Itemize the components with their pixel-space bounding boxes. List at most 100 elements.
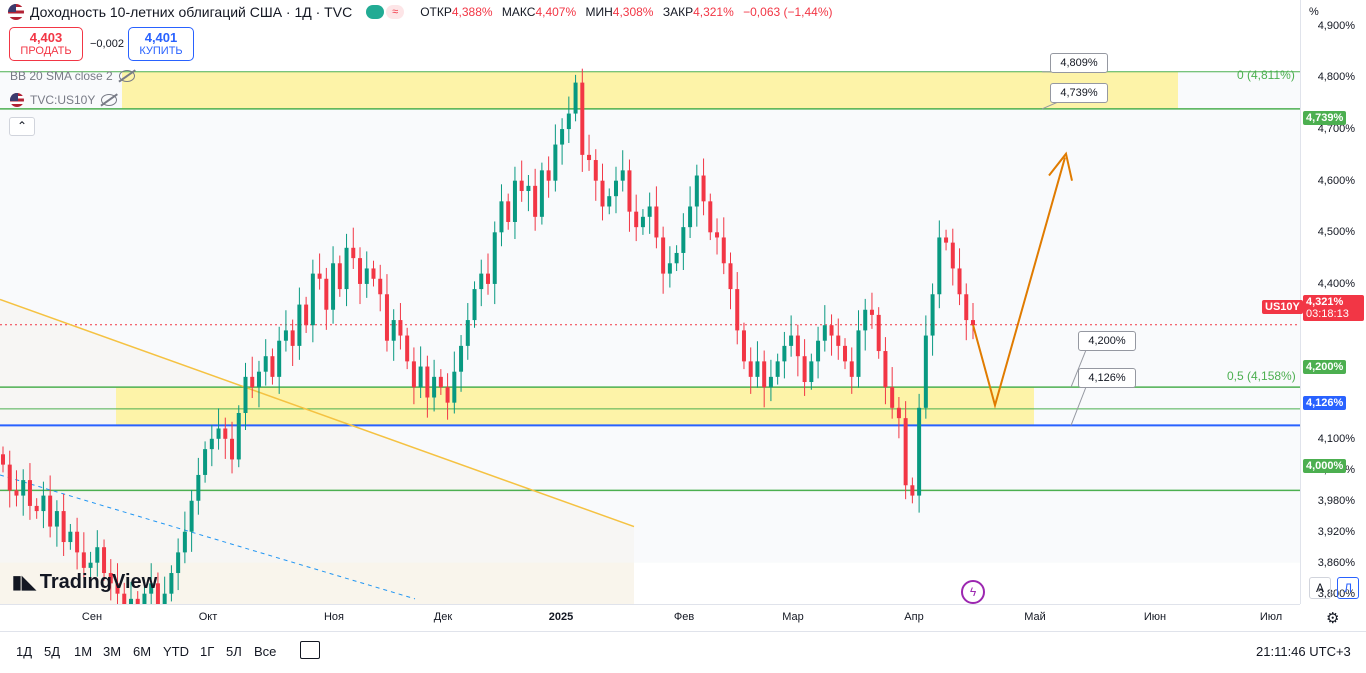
range-button-5[interactable]: YTD — [163, 644, 189, 659]
candle-body — [331, 263, 335, 309]
range-button-3[interactable]: 3М — [103, 644, 121, 659]
candle-body — [466, 320, 470, 346]
candle-body — [958, 268, 962, 294]
date-range-icon[interactable] — [300, 641, 320, 659]
candle-body — [668, 263, 672, 273]
fib-level-05-label: 0,5 (4,158%) — [1227, 369, 1296, 383]
ohlc-open-key: ОТКР — [420, 5, 452, 19]
price-tick-label: 3,860% — [1318, 557, 1355, 569]
candle-body — [89, 563, 93, 568]
auto-scale-button[interactable]: A — [1309, 577, 1331, 599]
price-callout[interactable]: 4,126% — [1078, 368, 1136, 388]
price-callout[interactable]: 4,739% — [1050, 83, 1108, 103]
candle-body — [836, 336, 840, 346]
bb-indicator-row[interactable]: BB 20 SMA close 2 — [10, 69, 135, 83]
candle-body — [398, 320, 402, 335]
candle-body — [378, 279, 382, 294]
candle-body — [203, 449, 207, 475]
candle-body — [890, 387, 894, 408]
range-button-4[interactable]: 6М — [133, 644, 151, 659]
candle-body — [695, 176, 699, 207]
buy-button[interactable]: 4,401 КУПИТЬ — [128, 27, 194, 61]
candle-body — [169, 573, 173, 594]
range-button-0[interactable]: 1Д — [16, 644, 32, 659]
candle-body — [432, 377, 436, 398]
candle-body — [392, 320, 396, 341]
candle-body — [688, 206, 692, 227]
candle-body — [8, 465, 12, 491]
eye-hidden-icon[interactable] — [119, 70, 135, 82]
chevron-up-icon: ⌃ — [17, 119, 27, 133]
candle-body — [358, 258, 362, 284]
log-scale-button[interactable]: Л — [1337, 577, 1359, 599]
price-callout[interactable]: 4,809% — [1050, 53, 1108, 73]
candle-body — [270, 356, 274, 377]
candle-body — [627, 170, 631, 211]
candle-body — [607, 196, 611, 206]
bottom-toolbar: 1Д 5Д 1М 3М 6М YTD 1Г 5Л Все 21:11:46 UTC+3 — [0, 631, 1366, 673]
candle-body — [479, 274, 483, 289]
eye-hidden-icon[interactable] — [101, 94, 117, 106]
candle-body — [870, 310, 874, 315]
collapse-legend-button[interactable]: ⌃ — [9, 117, 35, 136]
candle-body — [762, 361, 766, 387]
candle-body — [345, 248, 349, 289]
ohlc-low-value: 4,308% — [613, 5, 654, 19]
candle-body — [486, 274, 490, 284]
candle-body — [257, 372, 261, 387]
buy-price: 4,401 — [129, 30, 193, 45]
approx-icon[interactable]: ≈ — [386, 5, 404, 19]
range-button-2[interactable]: 1М — [74, 644, 92, 659]
price-tick-label: 4,600% — [1318, 175, 1355, 187]
range-button-8[interactable]: Все — [254, 644, 276, 659]
range-button-7[interactable]: 5Л — [226, 644, 242, 659]
lightning-icon[interactable]: ϟ — [961, 580, 985, 604]
candle-body — [937, 237, 941, 294]
range-button-6[interactable]: 1Г — [200, 644, 214, 659]
range-button-1[interactable]: 5Д — [44, 644, 60, 659]
candle-body — [823, 325, 827, 340]
candle-body — [75, 532, 79, 553]
candle-body — [533, 186, 537, 217]
bb-indicator-label: BB 20 SMA close 2 — [10, 69, 113, 83]
candle-body — [702, 176, 706, 202]
candle-body — [82, 552, 86, 567]
candle-body — [1, 454, 5, 464]
candle-body — [230, 439, 234, 460]
candle-body — [291, 330, 295, 345]
candle-body — [520, 181, 524, 191]
price-tick-label: 3,920% — [1318, 526, 1355, 538]
current-price-tag: 4,321% 03:18:13 — [1303, 295, 1364, 321]
tradingview-logo-text: TradingView — [40, 571, 157, 594]
time-tick-label: Окт — [199, 611, 218, 623]
sell-button[interactable]: 4,403 ПРОДАТЬ — [9, 27, 83, 61]
candle-body — [506, 201, 510, 222]
candle-body — [513, 181, 517, 222]
candle-body — [964, 294, 968, 320]
candle-body — [526, 186, 530, 191]
tradingview-logo[interactable]: ▮◣ TradingView — [12, 571, 157, 594]
us-flag-icon — [10, 93, 24, 107]
candle-body — [459, 346, 463, 372]
ohlc-high-key: МАКС — [502, 5, 536, 19]
clock-timezone[interactable]: 21:11:46 UTC+3 — [1256, 644, 1351, 659]
price-axis[interactable]: % 4,900%4,800%4,700%4,600%4,500%4,400%4,… — [1300, 0, 1366, 604]
candle-body — [405, 336, 409, 362]
overlay-symbol-row[interactable]: TVC:US10Y — [10, 93, 117, 107]
candle-body — [499, 201, 503, 232]
level-tag-4739: 4,739% — [1303, 111, 1346, 125]
candle-body — [661, 237, 665, 273]
candle-body — [917, 408, 921, 496]
price-callout[interactable]: 4,200% — [1078, 331, 1136, 351]
candle-body — [425, 367, 429, 398]
candle-body — [931, 294, 935, 335]
market-status-icon[interactable] — [366, 5, 384, 19]
candle-body — [621, 170, 625, 180]
chart-title[interactable]: Доходность 10-летних облигаций США · 1Д … — [30, 4, 352, 20]
candle-body — [196, 475, 200, 501]
settings-gear-icon[interactable]: ⚙ — [1326, 609, 1339, 627]
candle-body — [843, 346, 847, 361]
candle-body — [567, 114, 571, 129]
candle-body — [311, 274, 315, 326]
